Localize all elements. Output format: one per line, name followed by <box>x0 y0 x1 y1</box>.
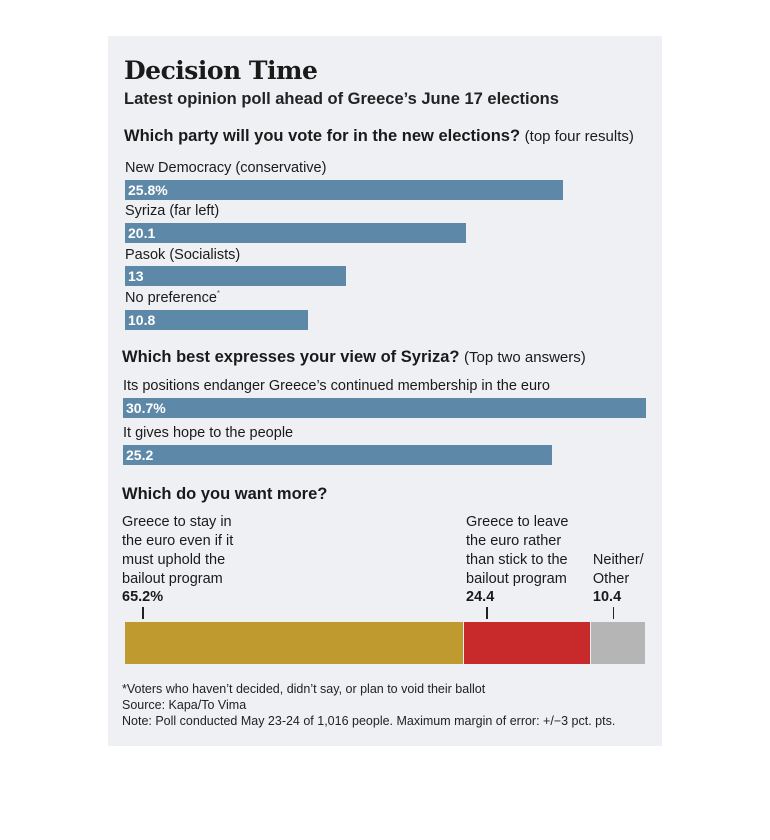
party-bar: 25.8% <box>125 180 563 200</box>
euro-segment-label: Other <box>592 571 630 587</box>
syriza-value-label: 30.7% <box>126 400 166 416</box>
party-category-label: Pasok (Socialists) <box>125 247 241 263</box>
question-syriza-title: Which best expresses your view of Syriza… <box>122 348 460 366</box>
euro-segment-label: bailout program <box>466 571 567 587</box>
euro-segment-value: 24.4 <box>466 589 495 605</box>
euro-segment <box>125 622 464 664</box>
euro-segment-value: 10.4 <box>592 589 622 605</box>
euro-segment-tick <box>612 607 615 619</box>
footnote-mark: * <box>216 289 221 298</box>
syriza-category-label: It gives hope to the people <box>123 425 294 441</box>
footnote-note: Note: Poll conducted May 23-24 of 1,016 … <box>122 714 616 728</box>
party-value-label: 25.8% <box>128 182 168 198</box>
euro-segment-label: the euro even if it <box>122 533 234 549</box>
syriza-bar: 25.2 <box>123 445 553 465</box>
question-party: Which party will you vote for in the new… <box>124 127 634 146</box>
euro-segment-label: Greece to leave <box>466 514 569 530</box>
party-category-label: No preference* <box>125 289 221 306</box>
syriza-value-label: 25.2 <box>126 447 154 463</box>
party-bar: 10.8 <box>125 310 309 330</box>
euro-segment-label: must uphold the <box>122 552 226 568</box>
party-category-label: New Democracy (conservative) <box>125 160 327 176</box>
footnote-source: Source: Kapa/To Vima <box>122 698 247 712</box>
syriza-bar: 30.7% <box>123 398 646 418</box>
euro-segment-label: Neither/ <box>592 552 644 568</box>
chart-title: Decision Time <box>124 56 318 85</box>
chart-subtitle: Latest opinion poll ahead of Greece’s Ju… <box>124 90 559 108</box>
syriza-category-label: Its positions endanger Greece’s continue… <box>123 378 550 394</box>
party-value-label: 10.8 <box>128 312 156 328</box>
party-bar: 13 <box>125 266 346 286</box>
question-syriza-note: (Top two answers) <box>464 349 586 366</box>
euro-segment-label: bailout program <box>122 571 223 587</box>
question-syriza: Which best expresses your view of Syriza… <box>122 348 586 367</box>
euro-segment-value: 65.2% <box>122 589 164 605</box>
euro-segment <box>590 622 645 664</box>
footnote-asterisk: *Voters who haven’t decided, didn’t say,… <box>122 682 486 696</box>
party-value-label: 20.1 <box>128 225 156 241</box>
euro-segment-label: Greece to stay in <box>122 514 232 530</box>
euro-segment-label: the euro rather <box>466 533 562 549</box>
party-value-label: 13 <box>128 268 144 284</box>
euro-segment <box>464 622 590 664</box>
question-euro: Which do you want more? <box>122 485 328 503</box>
question-party-title: Which party will you vote for in the new… <box>124 127 521 145</box>
question-party-note: (top four results) <box>524 128 634 145</box>
euro-segment-tick <box>142 607 144 619</box>
party-bar: 20.1 <box>125 223 467 243</box>
euro-segment-tick <box>486 607 488 619</box>
party-category-label: Syriza (far left) <box>125 203 220 219</box>
euro-segment-label: than stick to the <box>466 552 568 568</box>
